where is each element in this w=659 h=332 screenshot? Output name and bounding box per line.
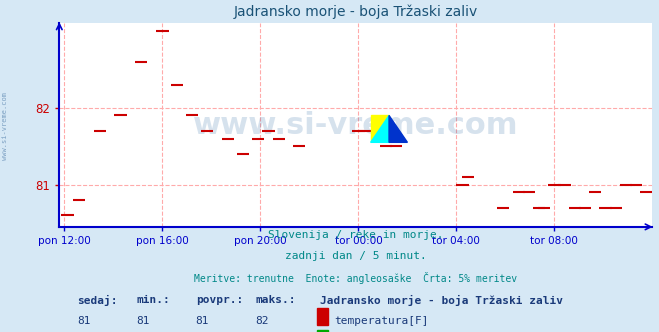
Title: Jadransko morje - boja Tržaski zaliv: Jadransko morje - boja Tržaski zaliv (234, 5, 478, 19)
Text: www.si-vreme.com: www.si-vreme.com (2, 92, 9, 160)
Text: Meritve: trenutne  Enote: angleosaške  Črta: 5% meritev: Meritve: trenutne Enote: angleosaške Črt… (194, 272, 517, 284)
Text: 82: 82 (255, 316, 268, 326)
Text: 81: 81 (196, 316, 209, 326)
Polygon shape (389, 116, 407, 142)
Text: povpr.:: povpr.: (196, 295, 243, 305)
Text: zadnji dan / 5 minut.: zadnji dan / 5 minut. (285, 251, 427, 261)
Polygon shape (370, 116, 389, 142)
Text: 81: 81 (136, 316, 150, 326)
Text: temperatura[F]: temperatura[F] (334, 316, 428, 326)
Polygon shape (370, 116, 389, 142)
Text: Slovenija / reke in morje.: Slovenija / reke in morje. (268, 230, 444, 240)
Text: sedaj:: sedaj: (77, 295, 117, 306)
Text: Jadransko morje - boja Tržaski zaliv: Jadransko morje - boja Tržaski zaliv (320, 295, 563, 306)
Text: min.:: min.: (136, 295, 170, 305)
Text: www.si-vreme.com: www.si-vreme.com (193, 111, 519, 139)
Bar (318, 308, 328, 325)
Text: maks.:: maks.: (255, 295, 295, 305)
Text: 81: 81 (77, 316, 90, 326)
Bar (318, 330, 328, 332)
